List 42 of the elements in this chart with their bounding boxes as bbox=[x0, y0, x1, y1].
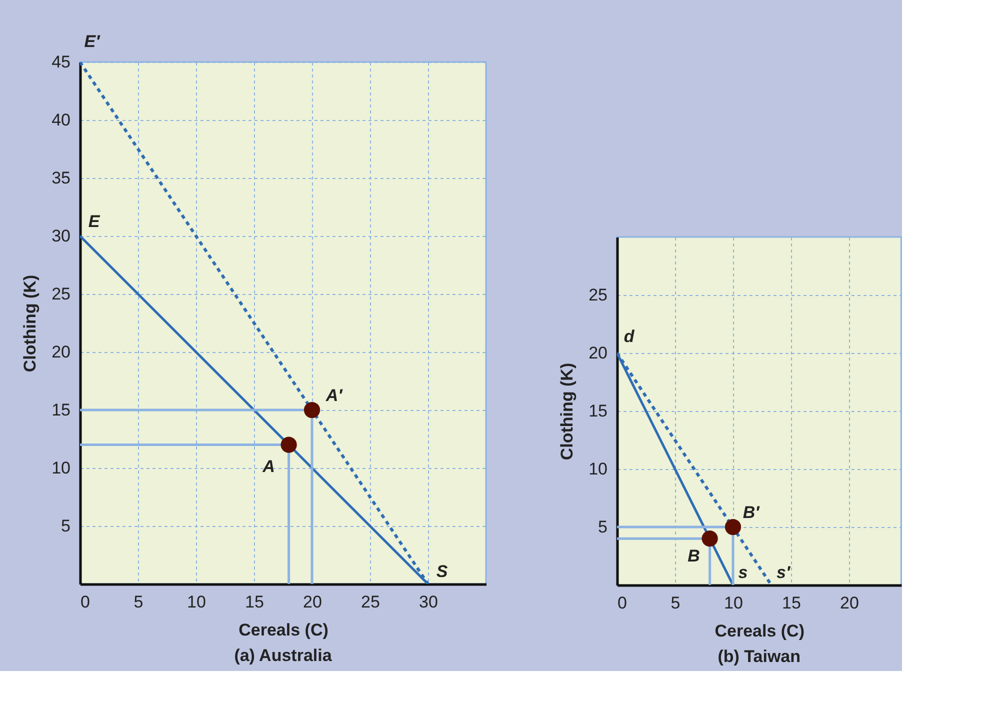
x-tick-label: 10 bbox=[187, 592, 206, 612]
text: (b) Taiwan bbox=[718, 647, 800, 666]
y-tick-label: 25 bbox=[52, 284, 70, 304]
annotation: d bbox=[624, 327, 635, 346]
annotation: S bbox=[436, 562, 448, 581]
y-tick-label: 35 bbox=[52, 168, 70, 188]
y-tick-label: 10 bbox=[588, 460, 608, 478]
x-tick-label: 15 bbox=[782, 594, 801, 612]
y-tick-label: 20 bbox=[52, 342, 70, 362]
y-tick-label: 45 bbox=[52, 52, 70, 72]
y-tick-label: 25 bbox=[588, 286, 608, 304]
x-tick-label: 30 bbox=[419, 592, 438, 612]
x-tick-label: 15 bbox=[245, 592, 264, 612]
y-tick-label: 5 bbox=[598, 518, 608, 536]
x-tick-label: 20 bbox=[303, 592, 322, 612]
y-tick-label: 5 bbox=[61, 516, 70, 536]
y-tick-label: 10 bbox=[52, 458, 70, 478]
x-tick-label: 0 bbox=[80, 592, 90, 612]
y-tick-label: 20 bbox=[588, 344, 608, 362]
x-axis-title: Cereals (C) bbox=[714, 622, 804, 640]
x-tick-label: 25 bbox=[361, 592, 380, 612]
y-tick-label: 40 bbox=[52, 110, 70, 130]
y-axis-title: Clothing (K) bbox=[20, 274, 40, 372]
y-tick-label: 30 bbox=[52, 226, 70, 246]
y-tick-label: 15 bbox=[52, 400, 70, 420]
text: (a) Australia bbox=[234, 646, 332, 665]
x-axis-title: Cereals (C) bbox=[238, 620, 328, 640]
x-tick-label: 20 bbox=[840, 594, 859, 612]
x-tick-label: 5 bbox=[670, 594, 680, 612]
x-tick-label: 10 bbox=[724, 594, 743, 612]
y-tick-label: 15 bbox=[588, 402, 608, 420]
x-tick-label: 5 bbox=[134, 592, 144, 612]
annotation: s bbox=[738, 563, 748, 582]
annotation: A bbox=[262, 456, 275, 476]
x-tick-label: 0 bbox=[618, 594, 627, 612]
annotation: E bbox=[88, 212, 100, 231]
annotation: B′ bbox=[742, 503, 760, 522]
annotation: A′ bbox=[324, 386, 344, 405]
y-axis-title: Clothing (K) bbox=[558, 362, 577, 460]
annotation: s′ bbox=[776, 563, 791, 582]
annotation: B bbox=[688, 546, 700, 566]
annotation: E′ bbox=[84, 32, 101, 51]
